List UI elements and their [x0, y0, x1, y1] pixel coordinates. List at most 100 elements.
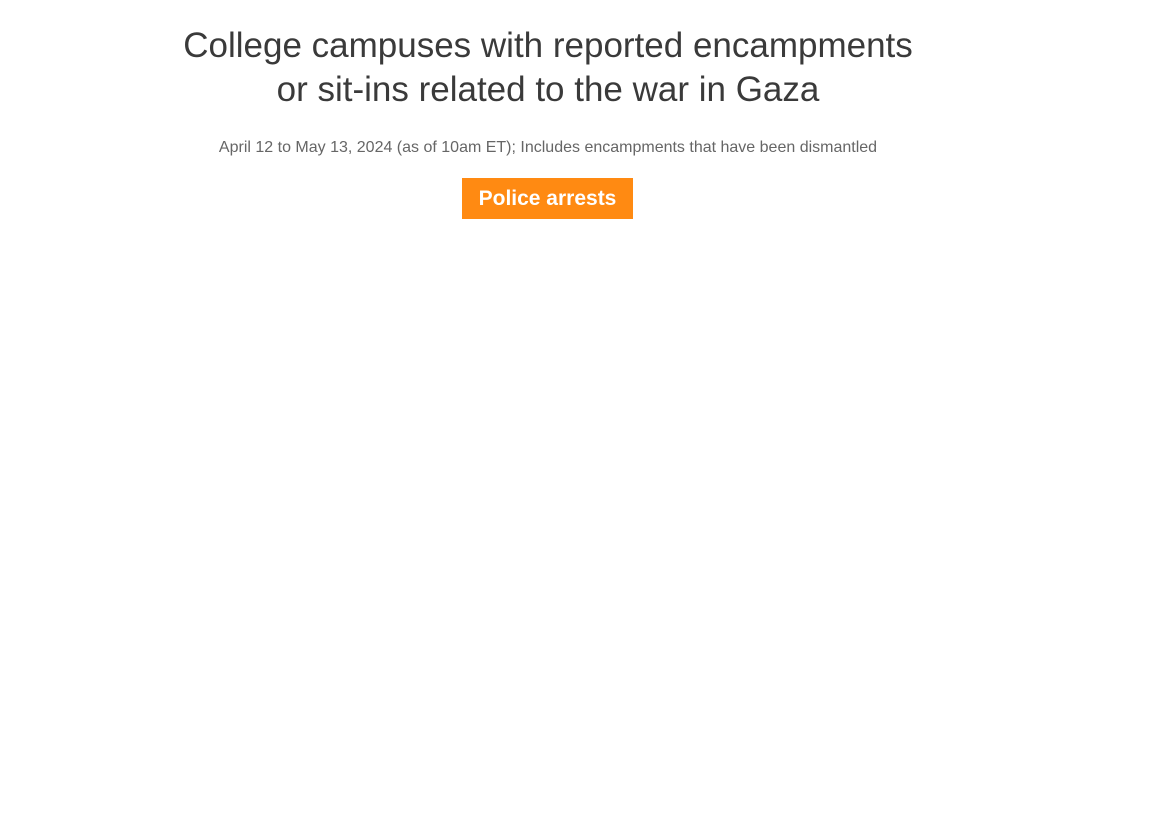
campus-marker-arrests	[986, 439, 1004, 457]
campus-marker-arrests	[116, 592, 134, 610]
campus-marker	[939, 466, 957, 484]
campus-marker-arrests	[1003, 448, 1021, 466]
campus-marker	[844, 449, 862, 467]
campus-marker	[996, 374, 1014, 392]
campus-marker	[135, 623, 153, 641]
campus-marker-arrests	[893, 461, 911, 479]
campus-marker-arrests	[720, 745, 738, 763]
campus-marker-arrests	[296, 454, 314, 472]
campus-marker	[755, 446, 773, 464]
campus-marker-arrests	[1029, 391, 1047, 409]
label-houston-2: Houston	[667, 671, 734, 691]
campus-marker	[152, 247, 170, 265]
campus-marker-arrests	[971, 451, 989, 469]
campus-marker	[538, 762, 556, 780]
campus-marker	[949, 382, 967, 400]
campus-marker-arrests	[773, 509, 791, 527]
campus-marker-arrests	[427, 503, 445, 521]
campus-marker-arrests	[911, 760, 929, 778]
campus-marker	[1032, 355, 1050, 373]
campus-marker	[923, 386, 941, 404]
campus-marker	[1035, 444, 1053, 462]
campus-marker	[596, 769, 614, 787]
campus-marker	[970, 434, 988, 452]
campus-marker-arrests	[1061, 374, 1079, 392]
campus-marker-arrests	[929, 558, 947, 576]
campus-marker	[775, 585, 793, 603]
campus-marker-arrests	[939, 516, 957, 534]
campus-marker	[1046, 401, 1064, 419]
campus-marker	[737, 449, 755, 467]
us-land	[71, 237, 1106, 811]
campus-marker	[85, 504, 103, 522]
campus-marker	[702, 529, 720, 547]
campus-marker-arrests	[921, 518, 939, 536]
campus-marker	[923, 439, 941, 457]
campus-marker	[114, 460, 132, 478]
campus-marker	[773, 446, 791, 464]
campus-marker-arrests	[416, 488, 434, 506]
campus-marker-arrests	[886, 736, 904, 754]
campus-marker-arrests	[1030, 409, 1048, 427]
legend-police-arrests: Police arrests	[462, 178, 633, 219]
campus-marker-arrests	[74, 399, 92, 417]
arrow-columbia	[1031, 440, 1061, 501]
campus-marker	[1079, 317, 1097, 335]
campus-marker-arrests	[983, 406, 1001, 424]
campus-marker	[127, 608, 145, 626]
campus-marker-arrests	[264, 635, 282, 653]
campus-marker	[744, 432, 762, 450]
campus-marker	[958, 398, 976, 416]
campus-marker-arrests	[1030, 373, 1048, 391]
campus-marker	[974, 469, 992, 487]
campus-marker-arrests	[1015, 418, 1033, 436]
campus-marker-arrests	[641, 372, 659, 390]
campus-marker-arrests	[897, 542, 915, 560]
label-utah-1: University	[317, 353, 396, 373]
title-line-2: or sit-ins related to the war in Gaza	[276, 70, 820, 109]
label-uw-madison: UW Madison	[674, 274, 777, 294]
campus-marker	[939, 448, 957, 466]
campus-marker	[1018, 438, 1036, 456]
campus-marker-arrests	[379, 609, 397, 627]
campus-marker-arrests	[563, 681, 581, 699]
campus-marker	[966, 501, 984, 519]
campus-marker	[1006, 464, 1024, 482]
campus-marker	[956, 518, 974, 536]
campus-marker	[801, 416, 819, 434]
campus-marker	[144, 576, 162, 594]
title-line-1: College campuses with reported encampmen…	[183, 26, 913, 65]
state-borders	[89, 245, 1061, 731]
label-columbia-2: University	[1016, 527, 1095, 547]
campus-marker	[996, 351, 1014, 369]
canada-land	[90, 160, 1176, 380]
campus-marker	[948, 501, 966, 519]
campus-marker-arrests	[892, 460, 910, 478]
campus-marker-arrests	[1014, 364, 1032, 382]
campus-marker-arrests	[968, 416, 986, 434]
campus-marker-arrests	[900, 717, 918, 735]
arrow-uw-madison	[734, 299, 757, 413]
arrow-ucsd	[118, 632, 151, 669]
campus-marker-arrests	[843, 722, 861, 740]
label-houston-1: University of	[651, 649, 751, 669]
campus-marker	[675, 454, 693, 472]
campus-marker-arrests	[899, 591, 917, 609]
campus-marker	[941, 398, 959, 416]
campus-marker	[112, 574, 130, 592]
campus-marker	[135, 593, 153, 611]
campus-marker-arrests	[890, 779, 908, 797]
campus-marker-arrests	[162, 608, 180, 626]
campus-marker-arrests	[859, 438, 877, 456]
arrow-unc	[919, 592, 1031, 646]
campus-marker	[806, 498, 824, 516]
campus-marker-arrests	[837, 480, 855, 498]
campus-marker-arrests	[896, 539, 914, 557]
label-uc-san-diego: UC San Diego	[57, 676, 172, 696]
campus-marker-arrests	[434, 487, 452, 505]
campus-marker	[741, 491, 759, 509]
campus-marker-arrests	[132, 294, 150, 312]
campus-marker	[116, 504, 134, 522]
campus-marker-arrests	[949, 533, 967, 551]
